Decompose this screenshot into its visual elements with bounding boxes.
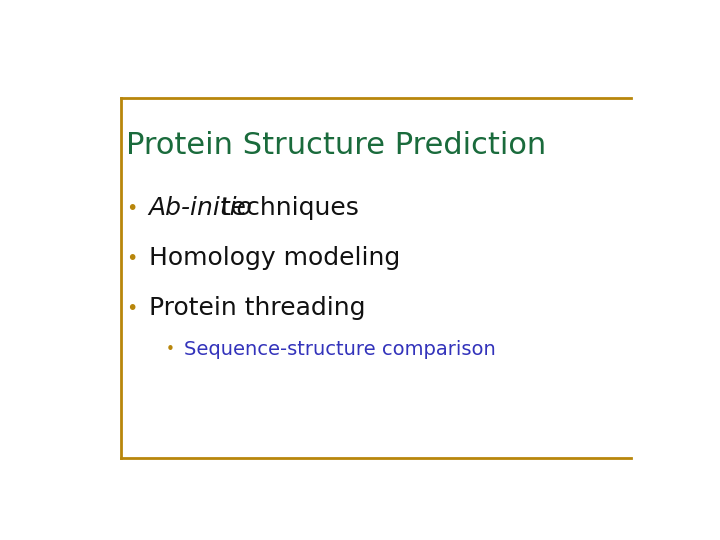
Text: Protein Structure Prediction: Protein Structure Prediction: [126, 131, 546, 160]
Text: Sequence-structure comparison: Sequence-structure comparison: [184, 340, 495, 359]
Text: Homology modeling: Homology modeling: [148, 246, 400, 270]
Text: •: •: [166, 342, 174, 357]
Text: Ab-initio: Ab-initio: [148, 196, 253, 220]
Text: •: •: [126, 299, 138, 318]
Text: Protein threading: Protein threading: [148, 296, 365, 320]
Text: •: •: [126, 199, 138, 218]
Text: •: •: [126, 248, 138, 268]
Text: techniques: techniques: [213, 196, 359, 220]
